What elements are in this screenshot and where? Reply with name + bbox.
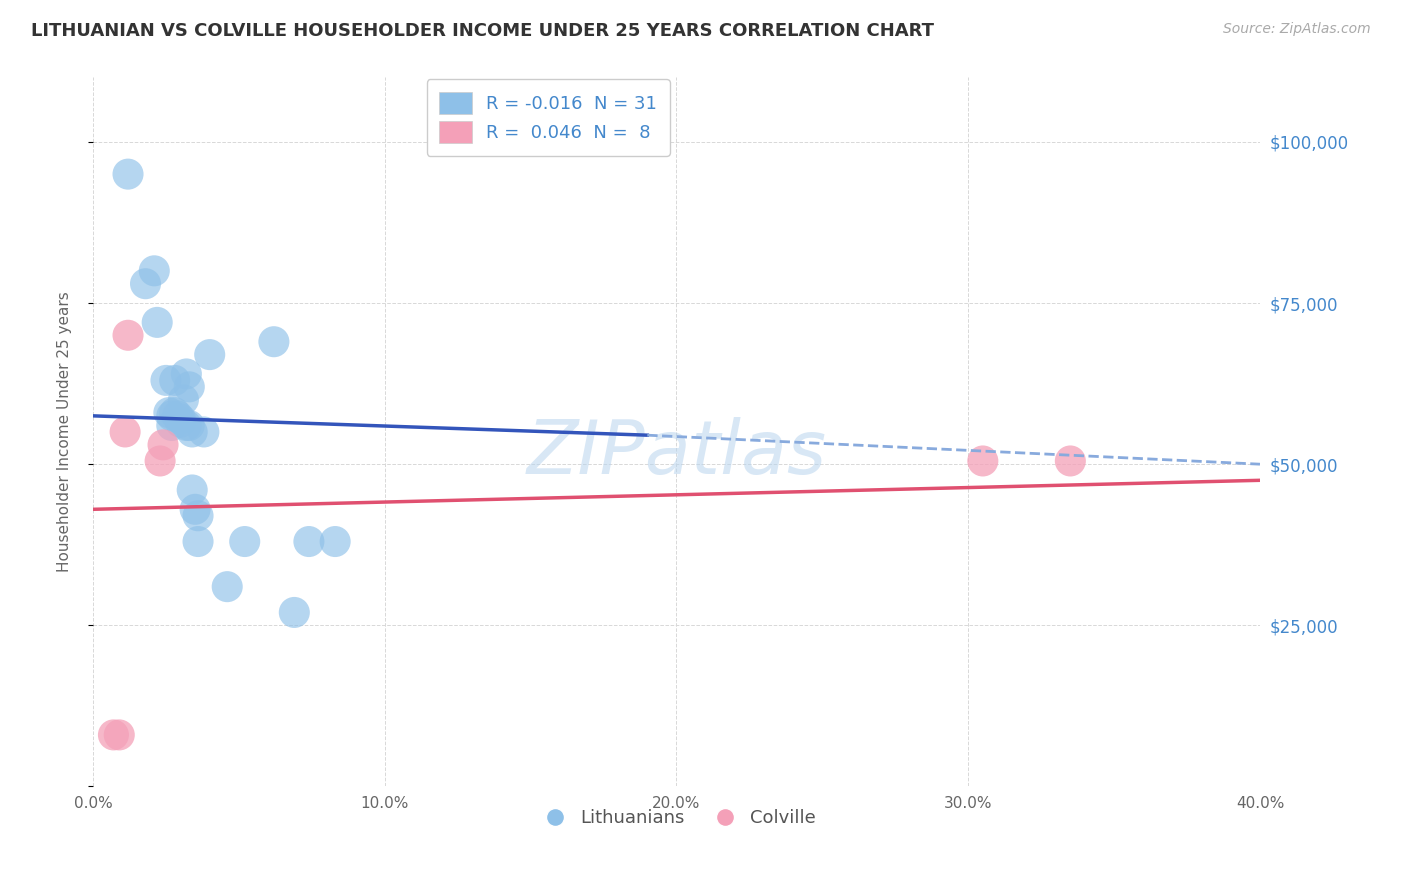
Point: [157, 406, 180, 420]
Point: [323, 534, 346, 549]
Point: [172, 392, 194, 407]
Point: [179, 380, 201, 394]
Point: [108, 728, 131, 742]
Point: [160, 409, 183, 423]
Legend: Lithuanians, Colville: Lithuanians, Colville: [530, 802, 823, 834]
Point: [217, 580, 239, 594]
Point: [163, 373, 186, 387]
Point: [114, 425, 136, 439]
Point: [198, 348, 221, 362]
Point: [169, 415, 191, 429]
Point: [233, 534, 256, 549]
Point: [169, 412, 191, 426]
Point: [176, 418, 198, 433]
Point: [181, 483, 204, 497]
Point: [155, 373, 177, 387]
Point: [135, 277, 157, 291]
Point: [143, 264, 166, 278]
Point: [146, 315, 169, 329]
Point: [298, 534, 321, 549]
Point: [103, 728, 125, 742]
Text: LITHUANIAN VS COLVILLE HOUSEHOLDER INCOME UNDER 25 YEARS CORRELATION CHART: LITHUANIAN VS COLVILLE HOUSEHOLDER INCOM…: [31, 22, 934, 40]
Point: [152, 438, 174, 452]
Point: [193, 425, 215, 439]
Point: [149, 454, 172, 468]
Point: [283, 606, 305, 620]
Point: [166, 409, 188, 423]
Point: [263, 334, 285, 349]
Point: [1059, 454, 1081, 468]
Point: [117, 328, 139, 343]
Text: Source: ZipAtlas.com: Source: ZipAtlas.com: [1223, 22, 1371, 37]
Point: [181, 425, 204, 439]
Point: [163, 406, 186, 420]
Point: [184, 502, 207, 516]
Point: [972, 454, 994, 468]
Point: [160, 418, 183, 433]
Point: [117, 167, 139, 181]
Point: [187, 508, 209, 523]
Y-axis label: Householder Income Under 25 years: Householder Income Under 25 years: [58, 292, 72, 573]
Text: ZIPatlas: ZIPatlas: [526, 417, 827, 489]
Point: [179, 418, 201, 433]
Point: [176, 367, 198, 381]
Point: [187, 534, 209, 549]
